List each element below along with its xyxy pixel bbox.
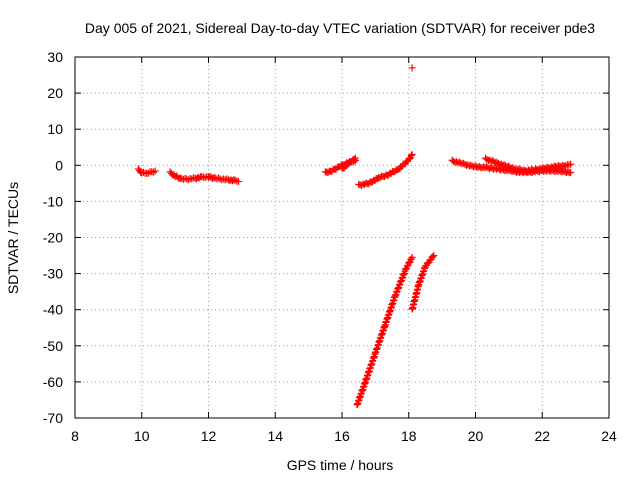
- y-tick-label: -40: [43, 302, 63, 318]
- data-point: [351, 154, 359, 162]
- chart-title: Day 005 of 2021, Sidereal Day-to-day VTE…: [85, 20, 595, 36]
- grid-lines: [75, 57, 609, 418]
- data-point: [151, 167, 159, 175]
- data-point: [407, 255, 415, 263]
- data-point: [567, 160, 575, 168]
- data-point: [406, 155, 414, 163]
- x-axis-label: GPS time / hours: [287, 457, 394, 473]
- y-axis-label: SDTVAR / TECUs: [5, 182, 21, 294]
- y-tick-label: -50: [43, 338, 63, 354]
- x-tick-label: 16: [334, 428, 350, 444]
- data-point: [184, 176, 192, 184]
- plot-frame: [74, 56, 610, 419]
- data-point: [408, 64, 416, 72]
- data-series: [134, 64, 575, 409]
- x-tick-label: 14: [267, 428, 283, 444]
- y-tick-label: -70: [43, 410, 63, 426]
- x-tick-label: 20: [468, 428, 484, 444]
- data-point: [139, 168, 147, 176]
- y-tick-label: 10: [47, 121, 63, 137]
- y-tick-label: 20: [47, 85, 63, 101]
- data-point: [149, 168, 157, 176]
- data-point: [231, 176, 239, 184]
- x-tick-label: 24: [601, 428, 617, 444]
- data-point: [562, 162, 570, 170]
- y-tick-label: -20: [43, 230, 63, 246]
- data-point: [567, 169, 575, 177]
- data-point: [215, 174, 223, 182]
- x-tick-label: 8: [71, 428, 79, 444]
- data-point: [405, 155, 413, 163]
- y-tick-label: -30: [43, 266, 63, 282]
- data-point: [350, 155, 358, 163]
- y-tick-label: -10: [43, 193, 63, 209]
- x-tick-label: 10: [134, 428, 150, 444]
- data-point: [407, 151, 415, 159]
- x-tick-label: 18: [401, 428, 417, 444]
- data-point: [408, 253, 416, 261]
- y-tick-label: 30: [47, 49, 63, 65]
- x-tick-label: 12: [201, 428, 217, 444]
- x-tick-label: 22: [534, 428, 550, 444]
- data-point: [408, 150, 416, 158]
- data-point: [430, 252, 438, 260]
- data-point: [235, 178, 243, 186]
- data-point: [429, 253, 437, 261]
- y-tick-label: -60: [43, 374, 63, 390]
- data-point: [565, 161, 573, 169]
- y-tick-label: 0: [55, 157, 63, 173]
- data-point: [144, 169, 152, 177]
- tick-labels: 8 10 12 14 16 18 20 22 24 -70 -60 -50 -40 -30 -20 -10 0 1…: [43, 49, 617, 444]
